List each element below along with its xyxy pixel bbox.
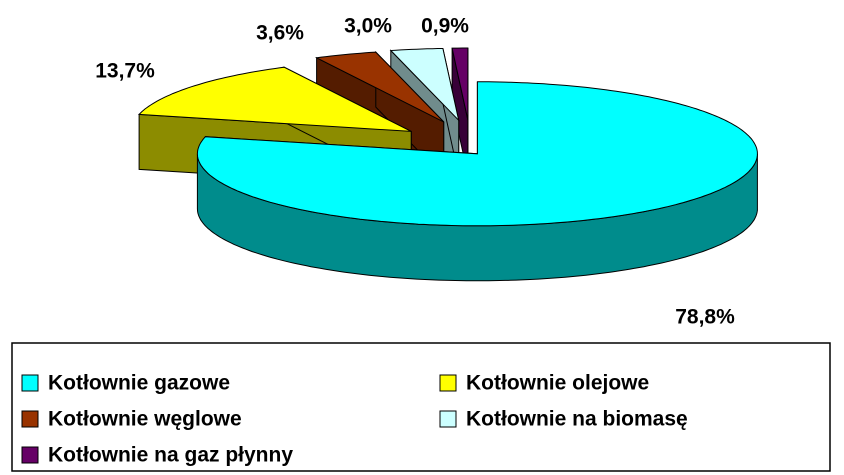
slice-top (137, 66, 412, 132)
legend-label: Kotłownie olejowe (466, 372, 649, 395)
data-label: 13,7% (95, 60, 155, 83)
slice-top (451, 47, 469, 121)
data-label: 0,9% (421, 15, 469, 38)
legend-label: Kotłownie węglowe (48, 408, 242, 431)
pie (137, 47, 758, 282)
legend-box (11, 342, 831, 472)
legend-swatch (21, 410, 39, 428)
data-label: 3,6% (256, 22, 304, 45)
legend-swatch (21, 446, 39, 464)
legend-swatch (21, 374, 39, 392)
legend-label: Kotłownie na biomasę (466, 408, 688, 431)
legend-label: Kotłownie gazowe (48, 372, 230, 395)
data-label: 3,0% (344, 15, 392, 38)
legend-label: Kotłownie na gaz płynny (48, 444, 293, 467)
slice (196, 81, 758, 282)
slice-top (196, 81, 758, 227)
legend-swatch (439, 374, 457, 392)
slice-top (389, 48, 460, 122)
data-label: 78,8% (675, 306, 735, 329)
legend-swatch (439, 410, 457, 428)
slice-top (314, 51, 445, 123)
